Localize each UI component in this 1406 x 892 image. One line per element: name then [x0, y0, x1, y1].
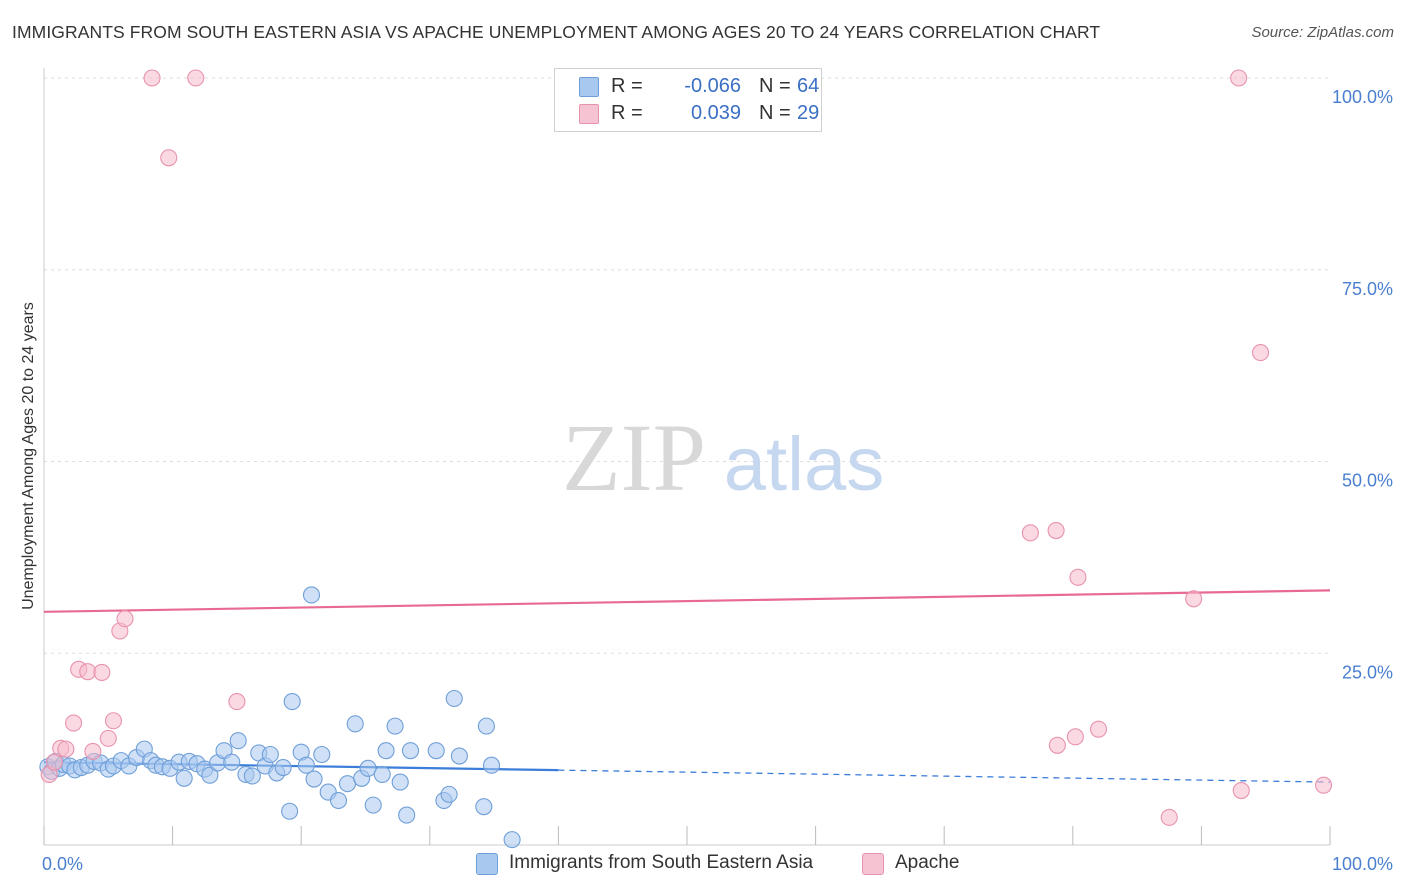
blue-point — [391, 773, 409, 791]
pink-point — [104, 712, 122, 730]
pink-point — [1252, 344, 1270, 362]
pink-point — [1232, 781, 1250, 800]
blue-point — [281, 802, 299, 820]
blue-point — [223, 753, 241, 771]
chart-title: IMMIGRANTS FROM SOUTH EASTERN ASIA VS AP… — [12, 22, 1101, 42]
pink-point — [1160, 808, 1178, 826]
legend-swatch-pink — [579, 104, 599, 124]
legend-n-value: 64 — [797, 75, 820, 97]
blue-point — [201, 766, 219, 784]
legend-n-label: N = — [759, 75, 791, 97]
pink-point — [1048, 736, 1066, 754]
pink-point — [1315, 776, 1333, 794]
blue-point — [440, 785, 458, 803]
pink-point — [99, 729, 117, 747]
legend-n-label: N = — [759, 102, 791, 124]
watermark-zip: ZIP — [562, 404, 706, 511]
pink-point — [57, 740, 75, 758]
bottom-legend-swatch-pink — [862, 853, 884, 875]
blue-point — [297, 756, 315, 774]
blue-point — [243, 767, 261, 785]
blue-point — [346, 715, 364, 733]
correlation-legend: R = -0.066 N = 64 R = 0.039 N = 29 — [554, 68, 822, 132]
pink-point — [65, 714, 83, 732]
blue-point — [229, 732, 247, 750]
blue-point — [302, 586, 321, 604]
watermark-atlas: atlas — [724, 422, 885, 507]
blue-point — [329, 791, 348, 810]
blue-point — [401, 742, 420, 760]
x-tick-label: 0.0% — [42, 854, 83, 874]
blue-point — [386, 717, 404, 735]
pink-point — [160, 149, 178, 167]
blue-point — [313, 745, 331, 764]
pink-point — [187, 69, 205, 87]
blue-point — [482, 756, 501, 774]
bottom-legend-label: Apache — [895, 852, 960, 873]
source-label: Source: ZipAtlas.com — [1251, 24, 1394, 41]
data-points — [39, 69, 1333, 849]
blue-point — [377, 742, 395, 760]
pink-point — [93, 663, 111, 681]
blue-point — [445, 689, 463, 708]
legend-r-label: R = — [611, 102, 643, 124]
legend-n-value: 29 — [797, 102, 820, 124]
pink-point — [1066, 728, 1084, 746]
trend-lines — [43, 589, 1331, 783]
blue-point — [503, 831, 521, 849]
axes — [43, 68, 1331, 846]
y-axis-label: Unemployment Among Ages 20 to 24 years — [20, 302, 37, 610]
blue-point — [359, 759, 377, 777]
legend-r-value: -0.066 — [684, 75, 741, 97]
pink-point — [1069, 568, 1087, 586]
legend-r-value: 0.039 — [690, 102, 741, 124]
blue-point — [475, 798, 493, 816]
blue-point — [274, 758, 292, 777]
gridlines — [44, 77, 1330, 654]
y-tick-label: 75.0% — [1342, 279, 1393, 299]
blue-point — [373, 765, 391, 783]
blue-point — [261, 745, 279, 764]
tick-labels: 25.0% 50.0% 75.0% 100.0% 0.0% 100.0% — [42, 87, 1393, 874]
pink-point — [228, 693, 246, 711]
pink-point — [1230, 69, 1248, 87]
blue-trend-line-dashed — [558, 769, 1331, 783]
blue-point — [364, 796, 382, 814]
y-tick-label: 25.0% — [1342, 662, 1393, 682]
pink-point — [1185, 590, 1203, 608]
blue-point — [450, 747, 468, 765]
bottom-legend-label: Immigrants from South Eastern Asia — [509, 852, 814, 873]
y-tick-label: 50.0% — [1342, 471, 1393, 491]
legend-r-label: R = — [611, 75, 643, 97]
blue-point — [477, 717, 495, 735]
y-tick-label: 100.0% — [1332, 87, 1393, 107]
blue-point — [398, 806, 416, 824]
pink-trend-line — [43, 589, 1331, 613]
blue-point — [175, 769, 193, 787]
pink-point — [79, 663, 97, 681]
pink-point — [1047, 521, 1065, 540]
x-tick-label: 100.0% — [1332, 854, 1393, 874]
pink-point — [45, 753, 63, 771]
pink-point — [84, 742, 102, 760]
bottom-legend-swatch-blue — [476, 853, 498, 875]
pink-point — [116, 610, 134, 628]
legend-swatch-blue — [579, 77, 599, 97]
blue-point — [305, 770, 323, 788]
pink-point — [1089, 720, 1108, 738]
blue-point — [283, 693, 301, 711]
pink-point — [1021, 524, 1039, 542]
blue-point — [427, 742, 445, 760]
pink-point — [143, 69, 161, 87]
